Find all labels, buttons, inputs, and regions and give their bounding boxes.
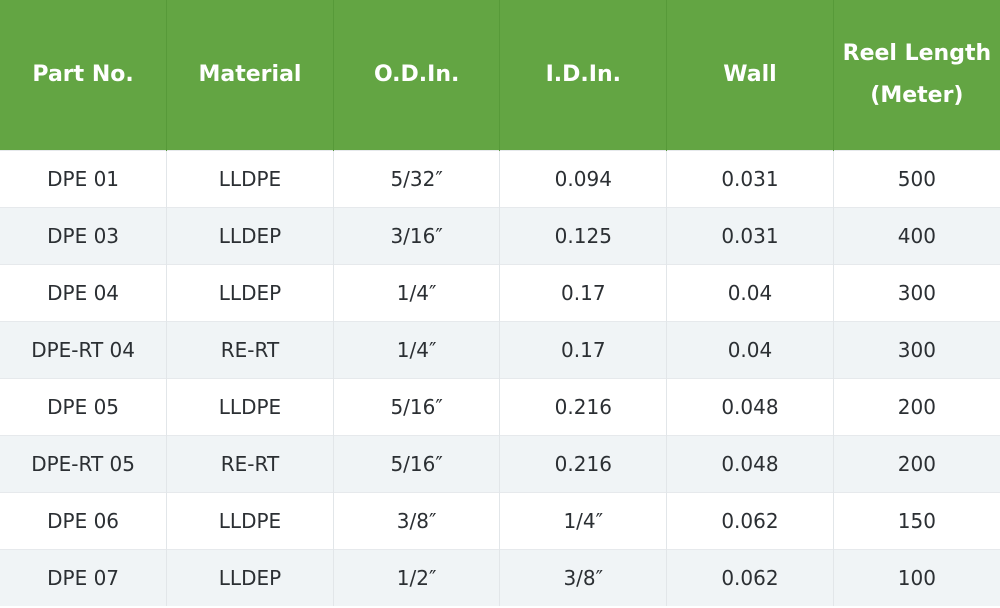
- cell-od: 5/16″: [333, 378, 500, 435]
- cell-od: 1/4″: [333, 264, 500, 321]
- cell-od: 1/4″: [333, 321, 500, 378]
- cell-material: LLDPE: [167, 378, 334, 435]
- cell-id: 1/4″: [500, 492, 667, 549]
- cell-material: LLDEP: [167, 264, 334, 321]
- header-part-no: Part No.: [0, 0, 167, 150]
- cell-reel-length: 300: [833, 321, 1000, 378]
- cell-wall: 0.031: [667, 150, 834, 207]
- cell-reel-length: 150: [833, 492, 1000, 549]
- table-row: DPE 05 LLDPE 5/16″ 0.216 0.048 200: [0, 378, 1000, 435]
- table-row: DPE 07 LLDEP 1/2″ 3/8″ 0.062 100: [0, 549, 1000, 606]
- cell-reel-length: 400: [833, 207, 1000, 264]
- cell-wall: 0.048: [667, 378, 834, 435]
- header-material: Material: [167, 0, 334, 150]
- table-row: DPE 06 LLDPE 3/8″ 1/4″ 0.062 150: [0, 492, 1000, 549]
- cell-wall: 0.04: [667, 321, 834, 378]
- cell-part-no: DPE 03: [0, 207, 167, 264]
- cell-wall: 0.062: [667, 549, 834, 606]
- header-id: I.D.In.: [500, 0, 667, 150]
- header-od: O.D.In.: [333, 0, 500, 150]
- cell-reel-length: 100: [833, 549, 1000, 606]
- cell-wall: 0.062: [667, 492, 834, 549]
- cell-reel-length: 200: [833, 378, 1000, 435]
- cell-part-no: DPE 05: [0, 378, 167, 435]
- cell-wall: 0.04: [667, 264, 834, 321]
- cell-id: 0.17: [500, 264, 667, 321]
- cell-od: 5/16″: [333, 435, 500, 492]
- table-row: DPE-RT 05 RE-RT 5/16″ 0.216 0.048 200: [0, 435, 1000, 492]
- table-row: DPE 04 LLDEP 1/4″ 0.17 0.04 300: [0, 264, 1000, 321]
- cell-material: LLDEP: [167, 207, 334, 264]
- header-wall: Wall: [667, 0, 834, 150]
- cell-part-no: DPE-RT 04: [0, 321, 167, 378]
- cell-part-no: DPE 06: [0, 492, 167, 549]
- table-body: DPE 01 LLDPE 5/32″ 0.094 0.031 500 DPE 03 LLDEP…: [0, 150, 1000, 606]
- cell-wall: 0.031: [667, 207, 834, 264]
- cell-material: RE-RT: [167, 321, 334, 378]
- cell-id: 3/8″: [500, 549, 667, 606]
- cell-material: LLDPE: [167, 150, 334, 207]
- cell-material: LLDPE: [167, 492, 334, 549]
- table-row: DPE 01 LLDPE 5/32″ 0.094 0.031 500: [0, 150, 1000, 207]
- cell-id: 0.125: [500, 207, 667, 264]
- cell-id: 0.094: [500, 150, 667, 207]
- cell-id: 0.216: [500, 435, 667, 492]
- table-row: DPE 03 LLDEP 3/16″ 0.125 0.031 400: [0, 207, 1000, 264]
- cell-part-no: DPE 04: [0, 264, 167, 321]
- cell-od: 5/32″: [333, 150, 500, 207]
- cell-reel-length: 200: [833, 435, 1000, 492]
- cell-reel-length: 500: [833, 150, 1000, 207]
- header-reel-length: Reel Length (Meter): [833, 0, 1000, 150]
- cell-material: RE-RT: [167, 435, 334, 492]
- cell-part-no: DPE 01: [0, 150, 167, 207]
- cell-material: LLDEP: [167, 549, 334, 606]
- cell-od: 3/8″: [333, 492, 500, 549]
- cell-part-no: DPE-RT 05: [0, 435, 167, 492]
- cell-id: 0.17: [500, 321, 667, 378]
- cell-od: 1/2″: [333, 549, 500, 606]
- table-row: DPE-RT 04 RE-RT 1/4″ 0.17 0.04 300: [0, 321, 1000, 378]
- cell-wall: 0.048: [667, 435, 834, 492]
- table-header: Part No. Material O.D.In. I.D.In. Wall R…: [0, 0, 1000, 150]
- cell-reel-length: 300: [833, 264, 1000, 321]
- cell-od: 3/16″: [333, 207, 500, 264]
- header-row: Part No. Material O.D.In. I.D.In. Wall R…: [0, 0, 1000, 150]
- cell-id: 0.216: [500, 378, 667, 435]
- cell-part-no: DPE 07: [0, 549, 167, 606]
